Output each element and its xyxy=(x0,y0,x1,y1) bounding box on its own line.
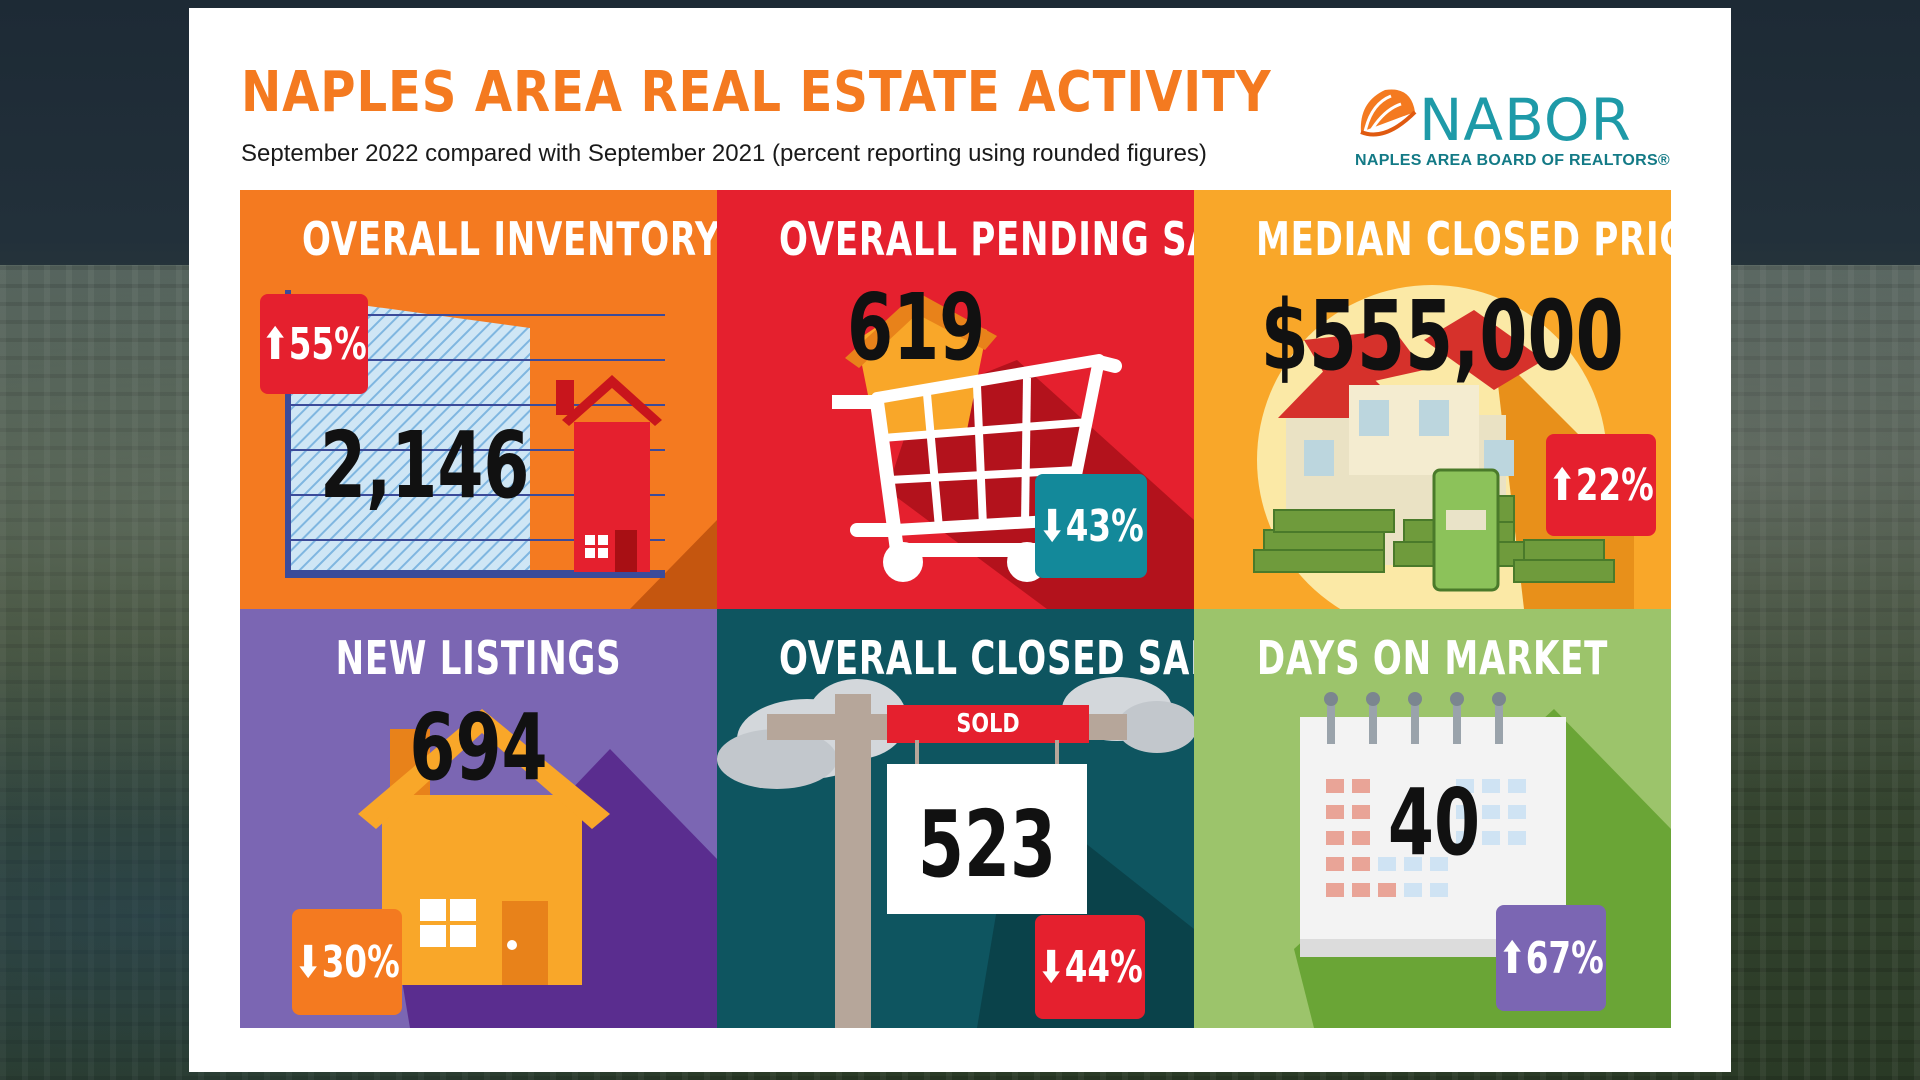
median-title: MEDIAN CLOSED PRICE xyxy=(1256,212,1671,266)
median-change: ⬆22% xyxy=(1548,459,1654,511)
pending-title: OVERALL PENDING SALES xyxy=(779,212,1194,266)
inventory-chart-illustration xyxy=(285,290,717,609)
panel-new-listings: NEW LISTINGS 694 ⬇30% xyxy=(240,609,717,1028)
inventory-change-badge: ⬆55% xyxy=(260,294,368,394)
inventory-value: 2,146 xyxy=(320,412,530,519)
closed-value: 523 xyxy=(917,791,1057,898)
page-title: NAPLES AREA REAL ESTATE ACTIVITY xyxy=(241,60,1272,125)
infographic-card: NAPLES AREA REAL ESTATE ACTIVITY Septemb… xyxy=(189,8,1731,1072)
dom-title: DAYS ON MARKET xyxy=(1256,631,1609,685)
dom-change-badge: ⬆67% xyxy=(1496,905,1606,1011)
house-icon xyxy=(845,292,997,440)
nabor-logo: NABOR NAPLES AREA BOARD OF REALTORS® xyxy=(1355,82,1675,182)
pending-change: ⬇43% xyxy=(1038,500,1144,552)
panel-overall-closed-sales: OVERALL CLOSED SALES SOLD 523 ⬇44% xyxy=(717,609,1194,1028)
median-change-badge: ⬆22% xyxy=(1546,434,1656,536)
panel-overall-pending-sales: OVERALL PENDING SALES 619 ⬇43% xyxy=(717,190,1194,609)
inventory-change: ⬆55% xyxy=(261,318,367,370)
listings-title: NEW LISTINGS xyxy=(335,631,622,685)
dom-value: 40 xyxy=(1387,769,1481,876)
shell-icon xyxy=(1360,89,1417,138)
panel-days-on-market: DAYS ON MARKET 40 ⬆67% xyxy=(1194,609,1671,1028)
for-sale-sign-icon xyxy=(717,677,1194,1028)
dom-change: ⬆67% xyxy=(1498,932,1604,984)
stats-grid: OVERALL INVENTORY 2,146 ⬆55% xyxy=(240,190,1671,1028)
closed-change: ⬇44% xyxy=(1037,941,1143,993)
pending-value: 619 xyxy=(847,274,986,381)
inventory-title: OVERALL INVENTORY xyxy=(302,212,717,266)
page-subtitle: September 2022 compared with September 2… xyxy=(241,140,1207,167)
panel-overall-inventory: OVERALL INVENTORY 2,146 ⬆55% xyxy=(240,190,717,609)
panel-median-closed-price: MEDIAN CLOSED PRICE $555,000 ⬆22% xyxy=(1194,190,1671,609)
listings-change-badge: ⬇30% xyxy=(292,909,402,1015)
house-icon xyxy=(556,375,662,572)
logo-tagline: NAPLES AREA BOARD OF REALTORS® xyxy=(1355,152,1671,169)
closed-title: OVERALL CLOSED SALES xyxy=(779,631,1194,685)
house-icon xyxy=(358,709,717,1028)
listings-value: 694 xyxy=(409,694,548,801)
median-value: $555,000 xyxy=(1260,280,1624,392)
listings-change: ⬇30% xyxy=(294,936,400,988)
sold-sign-label: SOLD xyxy=(956,709,1020,739)
pending-change-badge: ⬇43% xyxy=(1035,474,1147,578)
logo-wordmark: NABOR xyxy=(1419,86,1632,154)
closed-change-badge: ⬇44% xyxy=(1035,915,1145,1019)
